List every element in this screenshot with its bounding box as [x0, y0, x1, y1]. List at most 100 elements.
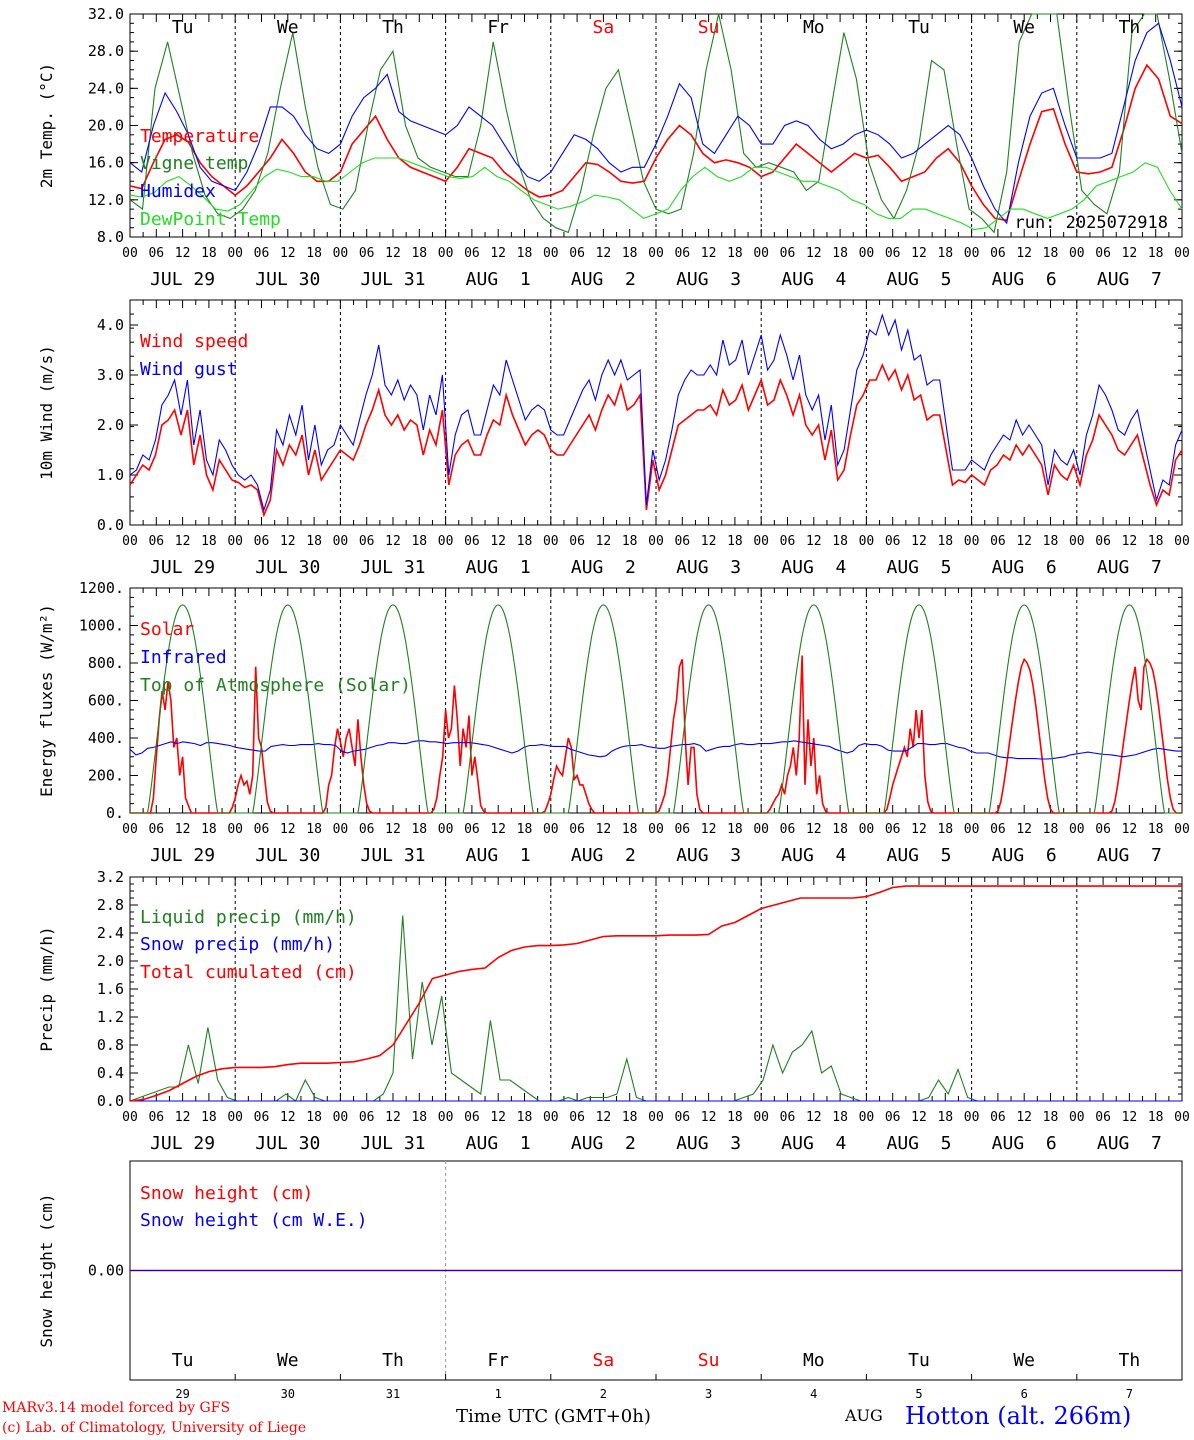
hour-tick-label: 12: [596, 822, 612, 837]
legend-entry: Total cumulated (cm): [140, 962, 357, 983]
legend-entry: Temperature: [140, 126, 259, 147]
legend-entry: Liquid precip (mm/h): [140, 907, 357, 928]
hour-tick-label: 00: [543, 246, 559, 261]
hour-tick-label: 12: [911, 534, 927, 549]
series-line-humidex: [129, 22, 1183, 225]
hour-tick-label: 00: [543, 822, 559, 837]
day-number-label: 31: [386, 1387, 400, 1401]
hour-tick-label: 00: [753, 534, 769, 549]
day-number-label: 7: [1126, 1387, 1133, 1401]
date-label: JUL 31: [360, 845, 425, 866]
hour-tick-label: 00: [964, 1110, 980, 1125]
hour-tick-label: 12: [806, 1110, 822, 1125]
weekday-label: We: [277, 1350, 299, 1371]
hour-tick-label: 00: [227, 822, 243, 837]
y-tick-label: 4.0: [97, 316, 124, 334]
hour-tick-label: 18: [832, 822, 848, 837]
date-label: AUG 2: [571, 557, 636, 578]
date-label: JUL 29: [150, 1133, 215, 1154]
hour-tick-label: 06: [359, 1110, 375, 1125]
hour-tick-label: 00: [122, 246, 138, 261]
day-number-label: 30: [281, 1387, 295, 1401]
hour-tick-label: 12: [1122, 1110, 1138, 1125]
hour-tick-label: 18: [622, 534, 638, 549]
hour-tick-label: 12: [385, 246, 401, 261]
run-label: run: 2025072918: [1014, 213, 1168, 233]
y-tick-label: 1200.: [79, 579, 124, 597]
hour-tick-label: 12: [806, 246, 822, 261]
hour-tick-label: 00: [859, 822, 875, 837]
hour-tick-label: 00: [1174, 1110, 1190, 1125]
date-label: AUG 1: [466, 845, 531, 866]
hour-tick-label: 00: [438, 822, 454, 837]
hour-tick-label: 12: [701, 534, 717, 549]
y-tick-label: 16.0: [88, 154, 124, 172]
hour-tick-label: 06: [254, 822, 270, 837]
hour-tick-label: 12: [490, 246, 506, 261]
hour-tick-label: 18: [727, 822, 743, 837]
hour-tick-label: 06: [885, 822, 901, 837]
hour-tick-label: 06: [1095, 246, 1111, 261]
weekday-label: Tu: [172, 17, 194, 38]
date-label: AUG 4: [781, 269, 846, 290]
date-label: AUG 1: [466, 1133, 531, 1154]
hour-tick-label: 00: [1069, 534, 1085, 549]
hour-tick-label: 18: [306, 534, 322, 549]
legend-entry: Snow precip (mm/h): [140, 934, 335, 955]
date-label: AUG 2: [571, 1133, 636, 1154]
y-tick-label: 600.: [88, 692, 124, 710]
weekday-label: Mo: [803, 17, 825, 38]
hour-tick-label: 18: [517, 246, 533, 261]
hour-tick-label: 12: [1016, 1110, 1032, 1125]
date-label: JUL 30: [255, 845, 320, 866]
y-tick-label: 200.: [88, 767, 124, 785]
day-number-label: 1: [495, 1387, 502, 1401]
hour-tick-label: 12: [596, 246, 612, 261]
hour-tick-label: 00: [753, 246, 769, 261]
weekday-label: Fr: [487, 1350, 509, 1371]
hour-tick-label: 06: [359, 246, 375, 261]
hour-tick-label: 18: [201, 822, 217, 837]
hour-tick-label: 06: [674, 246, 690, 261]
series-line-vigne-temp: [129, 13, 1183, 234]
hour-tick-label: 06: [885, 1110, 901, 1125]
hour-tick-label: 00: [1069, 1110, 1085, 1125]
y-tick-label: 2.0: [97, 416, 124, 434]
hour-tick-label: 18: [517, 1110, 533, 1125]
hour-tick-label: 06: [1095, 534, 1111, 549]
hour-tick-label: 06: [148, 246, 164, 261]
hour-tick-label: 06: [569, 534, 585, 549]
y-tick-label: 32.0: [88, 5, 124, 23]
date-label: AUG 4: [781, 557, 846, 578]
hour-tick-label: 00: [1069, 822, 1085, 837]
footer: MARv3.14 model forced by GFS (c) Lab. of…: [0, 1400, 1194, 1440]
hour-tick-label: 12: [911, 1110, 927, 1125]
hour-tick-label: 18: [306, 822, 322, 837]
hour-tick-label: 06: [990, 1110, 1006, 1125]
hour-tick-label: 18: [411, 534, 427, 549]
hour-tick-label: 00: [1174, 822, 1190, 837]
date-label: AUG 1: [466, 557, 531, 578]
series-line-dewpoint-temp: [129, 157, 1183, 231]
weekday-label: Th: [382, 17, 404, 38]
date-label: JUL 31: [360, 269, 425, 290]
y-axis-label: 2m Temp. (°C): [37, 63, 56, 188]
y-tick-label: 28.0: [88, 42, 124, 60]
hour-tick-label: 00: [333, 534, 349, 549]
date-label: AUG 6: [992, 557, 1057, 578]
weekday-label: Th: [1119, 1350, 1141, 1371]
station-label: Hotton (alt. 266m): [905, 1402, 1132, 1430]
date-label: AUG 3: [676, 269, 741, 290]
date-label: AUG 6: [992, 269, 1057, 290]
weekday-label: Th: [382, 1350, 404, 1371]
hour-tick-label: 18: [622, 246, 638, 261]
hour-tick-label: 06: [359, 534, 375, 549]
date-label: AUG 4: [781, 1133, 846, 1154]
hour-tick-label: 12: [1016, 246, 1032, 261]
date-label: AUG 7: [1097, 557, 1162, 578]
date-label: AUG 6: [992, 845, 1057, 866]
hour-tick-label: 00: [543, 1110, 559, 1125]
hour-tick-label: 12: [1016, 534, 1032, 549]
weekday-label: Sa: [593, 17, 615, 38]
